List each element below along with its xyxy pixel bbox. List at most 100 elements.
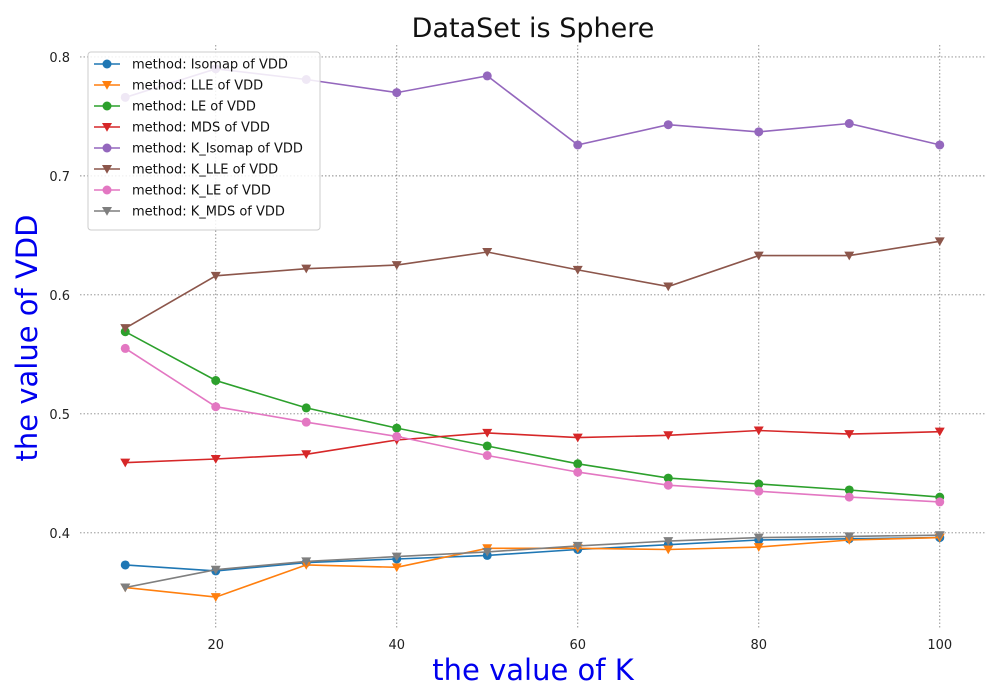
data-point — [935, 497, 945, 507]
y-tick-label: 0.4 — [49, 527, 70, 542]
data-point — [663, 431, 674, 441]
x-tick-label: 20 — [207, 638, 224, 653]
series-method-le-of-vdd — [120, 327, 945, 502]
legend-label: method: K_LE of VDD — [132, 184, 271, 199]
legend-label: method: LE of VDD — [132, 100, 256, 115]
data-point — [754, 127, 764, 137]
data-point — [663, 545, 674, 555]
legend: method: Isomap of VDD method: LLE of VDD m… — [87, 51, 321, 231]
data-point — [573, 140, 583, 150]
data-point — [572, 433, 583, 443]
series-line — [124, 347, 940, 503]
data-point — [573, 467, 583, 477]
legend-label: method: MDS of VDD — [132, 121, 270, 136]
data-point — [120, 324, 131, 333]
data-point — [844, 430, 855, 439]
y-axis-label: the value of VDD — [10, 215, 44, 462]
data-point — [572, 265, 583, 275]
legend-entry: method: K_LE of VDD — [94, 184, 271, 199]
data-point — [210, 271, 221, 281]
data-point — [934, 427, 945, 437]
legend-box — [87, 51, 321, 231]
data-point — [211, 402, 221, 412]
legend-marker — [102, 59, 112, 69]
series-lines — [120, 64, 945, 602]
data-point — [754, 479, 764, 489]
x-tick-label: 40 — [388, 638, 405, 653]
data-point — [844, 119, 854, 129]
data-point — [391, 563, 402, 573]
data-point — [844, 251, 855, 261]
data-point — [301, 403, 311, 413]
data-point — [663, 537, 674, 546]
data-point — [935, 140, 945, 150]
y-tick-label: 0.8 — [49, 51, 70, 66]
legend-entry: method: LE of VDD — [94, 100, 256, 115]
data-point — [482, 428, 493, 438]
series-line — [125, 536, 940, 572]
data-point — [753, 543, 764, 552]
x-axis-label: the value of K — [432, 653, 634, 687]
series-method-isomap-of-vdd — [120, 533, 945, 576]
data-point — [753, 533, 764, 543]
x-axis-ticks: 20 40 60 80 100 — [207, 638, 952, 653]
data-point — [482, 450, 492, 460]
series-line — [125, 534, 940, 589]
data-point — [844, 532, 855, 542]
legend-marker — [102, 81, 112, 90]
data-point — [301, 264, 312, 274]
data-point — [120, 583, 131, 593]
data-point — [934, 237, 945, 247]
data-point — [482, 71, 492, 81]
data-point — [663, 282, 674, 292]
legend-entry: method: K_LLE of VDD — [94, 163, 278, 178]
data-point — [753, 426, 764, 436]
data-point — [572, 541, 583, 551]
data-point — [210, 565, 221, 575]
legend-entry: method: LLE of VDD — [94, 79, 263, 94]
y-tick-label: 0.6 — [49, 289, 70, 304]
series-method-k-mds-of-vdd — [120, 531, 945, 593]
series-line — [124, 330, 940, 498]
data-point — [482, 547, 493, 557]
series-line — [124, 240, 940, 329]
data-point — [120, 458, 131, 468]
data-point — [663, 473, 673, 483]
legend-label: method: LLE of VDD — [132, 79, 263, 94]
data-point — [210, 593, 221, 602]
data-point — [753, 251, 764, 261]
y-axis-ticks: 0.4 0.5 0.6 0.7 0.8 — [49, 51, 70, 542]
legend-marker — [102, 101, 112, 111]
data-point — [392, 423, 402, 433]
legend-entry: method: Isomap of VDD — [94, 58, 288, 73]
data-point — [120, 343, 130, 353]
y-tick-label: 0.7 — [49, 170, 70, 185]
legend-marker — [102, 207, 112, 216]
legend-label: method: Isomap of VDD — [132, 58, 288, 73]
data-point — [934, 531, 945, 540]
data-point — [573, 459, 583, 469]
data-point — [392, 431, 402, 441]
data-point — [301, 557, 312, 567]
x-tick-label: 80 — [750, 638, 767, 653]
chart-title: DataSet is Sphere — [412, 13, 655, 44]
data-point — [663, 480, 673, 490]
data-point — [301, 450, 312, 460]
series-line — [125, 429, 940, 464]
legend-marker — [102, 165, 112, 174]
x-tick-label: 100 — [927, 638, 952, 653]
legend-entry: method: MDS of VDD — [94, 121, 270, 136]
data-point — [391, 261, 402, 270]
series-method-mds-of-vdd — [120, 426, 945, 468]
legend-entry: method: K_MDS of VDD — [94, 205, 285, 220]
legend-label: method: K_Isomap of VDD — [132, 142, 303, 157]
data-point — [482, 441, 492, 451]
series-method-k-lle-of-vdd — [120, 237, 945, 333]
legend-label: method: K_MDS of VDD — [132, 205, 285, 220]
data-point — [301, 417, 311, 427]
data-point — [844, 485, 854, 495]
data-point — [663, 120, 673, 130]
data-point — [392, 88, 402, 98]
data-point — [210, 455, 221, 464]
